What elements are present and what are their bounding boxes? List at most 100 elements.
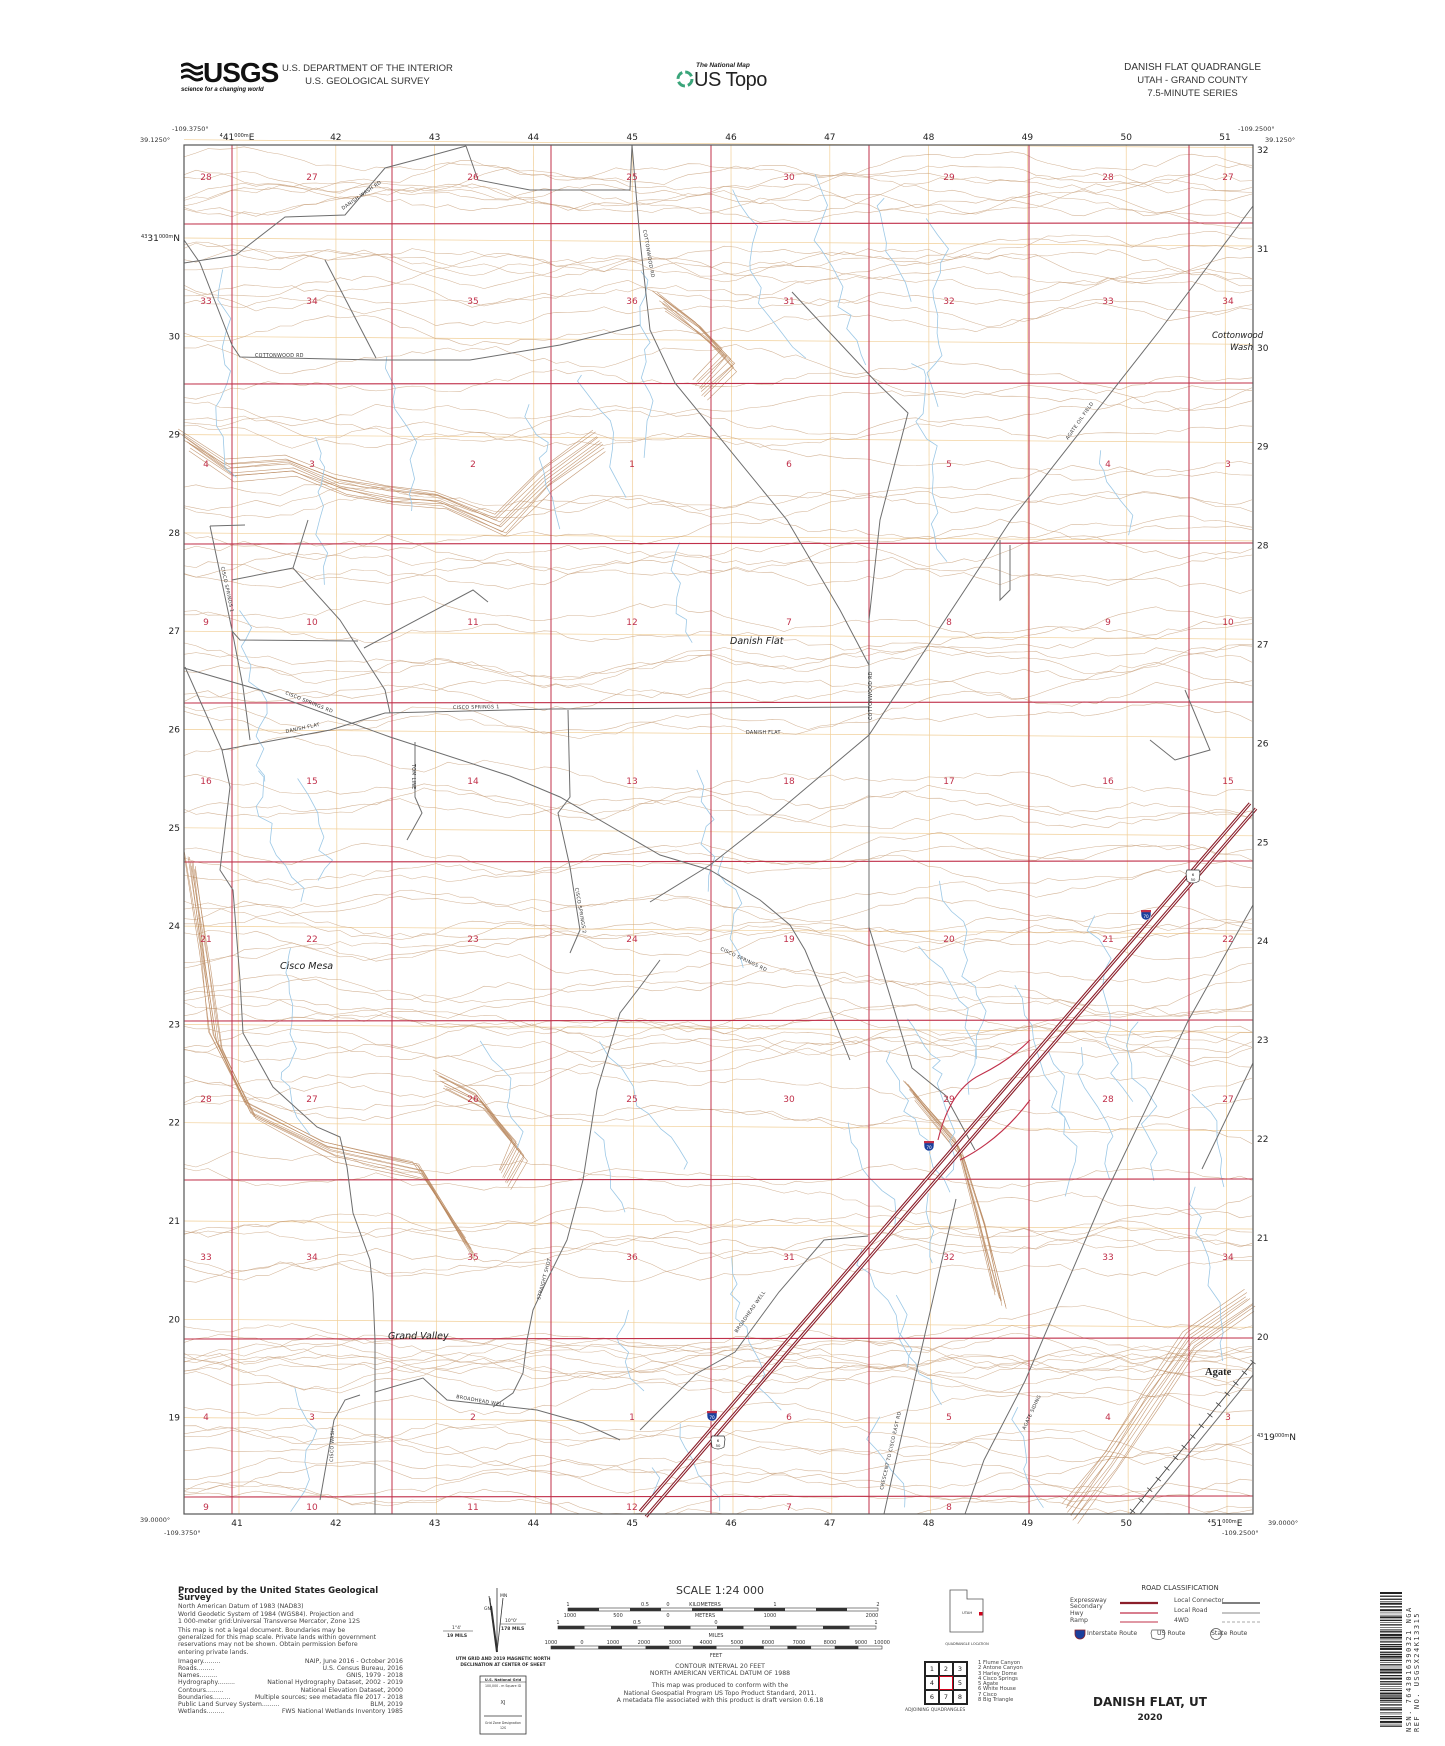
label-agate-siding: AGATE SIDING	[1021, 1394, 1042, 1431]
barcode-text: NSN. 7643016390321 NGA REF NO. USGSX24K1…	[1405, 1606, 1421, 1732]
nw-latitude: 39.1250°	[140, 136, 170, 144]
contour-line	[183, 1217, 1253, 1249]
stream	[670, 542, 693, 643]
road	[791, 291, 909, 621]
datum-line: North American Datum of 1983 (NAD83)	[178, 1603, 304, 1611]
section-number: 20	[943, 935, 955, 945]
contour-line	[183, 190, 1253, 229]
section-line-horizontal	[183, 382, 1254, 385]
km-scale-bar-tick: 0.5	[641, 1602, 649, 1608]
barcode-bar	[1380, 1609, 1402, 1612]
barcode-bar	[1380, 1621, 1402, 1623]
escarpment-contour	[439, 1075, 519, 1178]
department-block: U.S. DEPARTMENT OF THE INTERIOR U.S. GEO…	[282, 62, 453, 88]
barcode-bar	[1380, 1614, 1402, 1616]
recycle-globe-icon	[676, 70, 694, 88]
contour-line	[183, 1349, 1253, 1376]
section-line-horizontal	[183, 860, 1254, 863]
section-number: 33	[200, 297, 211, 307]
barcode-bar	[1380, 1624, 1402, 1626]
escarpment-contour	[183, 854, 467, 1243]
section-number: 33	[200, 1253, 211, 1263]
contour-notes: CONTOUR INTERVAL 20 FEET NORTH AMERICAN V…	[600, 1663, 840, 1704]
roads	[183, 144, 1254, 1515]
road	[374, 1377, 621, 1441]
produced-by: Produced by the United States Geological…	[178, 1586, 379, 1604]
utm-easting-label-bottom: 44	[528, 1519, 540, 1529]
utm-northing-label-right: 25	[1257, 838, 1268, 848]
quad-location-marker	[979, 1612, 983, 1616]
contour-line	[183, 1234, 1253, 1281]
section-number: 34	[306, 1253, 318, 1263]
barcode-bar	[1380, 1633, 1402, 1636]
utm-easting-label-top: 43	[429, 133, 440, 143]
miles-scale-bar-tick: 0	[714, 1620, 717, 1626]
credit-label: Boundaries.........	[178, 1693, 231, 1701]
stream	[1189, 1186, 1224, 1362]
utm-northing-label-left: 23	[169, 1020, 180, 1030]
barcode-bar	[1380, 1677, 1402, 1680]
credit-label: Roads.........	[178, 1665, 215, 1673]
section-number: 34	[1222, 297, 1234, 307]
utm-easting-label-bottom: 45	[626, 1519, 637, 1529]
contour-line	[183, 1206, 1253, 1246]
railroad-tick	[1155, 1476, 1162, 1482]
utm-northing-line	[183, 237, 1254, 247]
road	[231, 630, 359, 642]
km-scale-bar-unit: KILOMETERS	[689, 1602, 721, 1608]
stream	[280, 948, 311, 1136]
utm-easting-label-bottom: 47	[824, 1519, 835, 1529]
legal-line: entering private lands.	[178, 1648, 249, 1656]
current-quad-cell	[939, 1676, 953, 1690]
stream	[895, 1294, 942, 1406]
barcode-bar	[1380, 1655, 1402, 1658]
legend-4wd: 4WD	[1174, 1616, 1189, 1624]
utm-northing-label-left: 22	[169, 1119, 180, 1129]
contour-line	[183, 275, 1253, 308]
contour-line	[183, 917, 1253, 960]
section-number: 9	[1105, 618, 1111, 628]
railroad-tick	[1233, 1380, 1239, 1386]
km-scale-bar-segment	[630, 1608, 661, 1611]
section-number: 27	[1222, 1095, 1233, 1105]
escarpment-contour	[657, 292, 725, 382]
interstate-carriageway-center	[639, 803, 1251, 1512]
road	[319, 1394, 361, 1501]
km-scale-bar-tick: 2	[876, 1602, 879, 1608]
label-broadhead-well-diag: BROADHEAD WELL	[734, 1290, 767, 1334]
credit-source: GNIS, 1979 - 2018	[346, 1672, 403, 1680]
quadrangle-location-map: UTAH QUADRANGLE LOCATION	[945, 1589, 989, 1646]
se-latitude: 39.0000°	[1268, 1519, 1298, 1527]
utm-northing-label-right: 32	[1257, 146, 1268, 156]
section-lines	[183, 145, 1254, 1514]
contour-line	[183, 271, 1253, 312]
department-name: U.S. DEPARTMENT OF THE INTERIOR	[282, 63, 453, 74]
adjoining-quad-name: 8 Big Triangle	[978, 1697, 1014, 1704]
place-cottonwood-wash-line2: Wash	[1230, 343, 1253, 353]
label-cisco-wash: CISCO WASH	[329, 1428, 336, 1462]
credit-row: Wetlands......... FWS National Wetlands I…	[178, 1708, 403, 1715]
escarpment-contour	[177, 431, 596, 519]
contour-line	[183, 1346, 1253, 1394]
km-scale-bar-tick: 1	[773, 1602, 776, 1608]
interstate-number: 70	[926, 1145, 932, 1150]
meters-unit: METERS	[695, 1613, 715, 1619]
barcode-bar	[1380, 1689, 1402, 1692]
interstate-carriageway-center	[645, 808, 1257, 1517]
contour-line	[183, 662, 1253, 711]
escarpment-contour	[662, 303, 736, 396]
barcode-bar	[1380, 1702, 1402, 1703]
barcode-bar	[1380, 1708, 1402, 1711]
utm-northing-label-right: 29	[1257, 443, 1269, 453]
road	[999, 540, 1011, 602]
standard-note: National Geospatial Program US Topo Prod…	[623, 1689, 817, 1697]
grid-north-label: GN	[484, 1606, 491, 1612]
contour-line	[183, 384, 1253, 442]
label-cottonwood-rd-central: COTTONWOOD RD	[868, 671, 874, 720]
escarpment-contour	[184, 440, 600, 527]
stream	[384, 356, 418, 512]
barcode-bar	[1380, 1674, 1402, 1677]
contour-line	[183, 557, 1253, 594]
section-number: 22	[1222, 935, 1233, 945]
